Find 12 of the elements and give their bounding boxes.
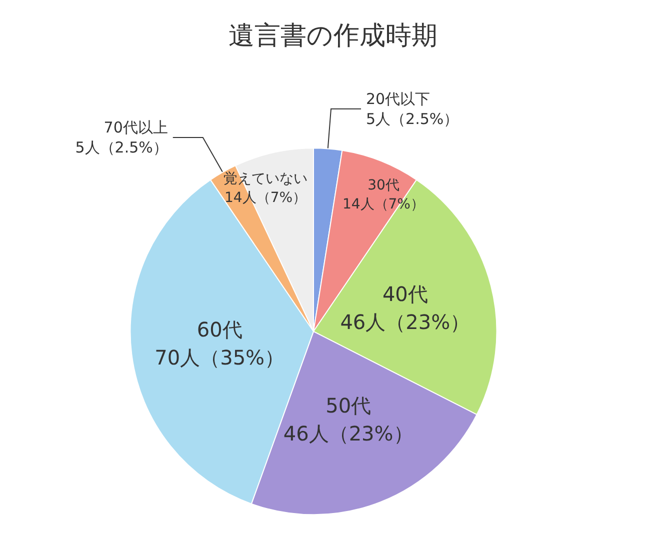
data-label: 5人（2.5%） <box>366 110 459 128</box>
data-label: 46人（23%） <box>340 310 470 334</box>
slice-label: 30代 <box>368 178 400 194</box>
slice-label: 60代 <box>196 317 242 342</box>
slice-label: 70代以上 <box>104 118 168 136</box>
slice-label: 50代 <box>326 393 372 418</box>
data-label: 5人（2.5%） <box>75 138 168 156</box>
slice-label: 40代 <box>382 282 428 306</box>
chart-title: 遺言書の作成時期 <box>228 21 438 51</box>
data-label: 70人（35%） <box>154 345 285 370</box>
slice-label: 20代以下 <box>366 90 430 108</box>
data-label: 46人（23%） <box>283 421 414 446</box>
